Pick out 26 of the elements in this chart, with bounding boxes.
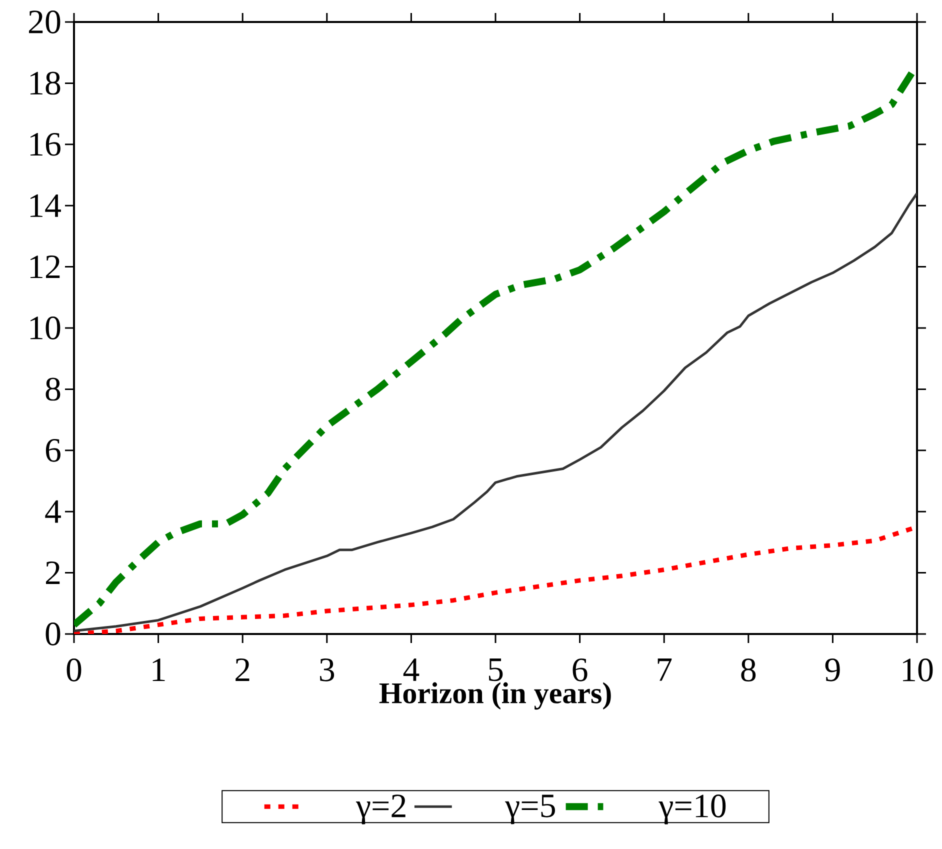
x-tick-label: 4 <box>403 658 420 681</box>
y-tick-label: 12 <box>30 256 60 278</box>
y-tick-label: 2 <box>46 562 60 584</box>
x-tick-label: 7 <box>658 658 672 681</box>
y-tick-label: 6 <box>46 438 60 462</box>
x-tick-label: 2 <box>236 658 250 682</box>
legend-label: γ=2 <box>356 794 406 824</box>
x-tick-label: 3 <box>320 658 334 682</box>
x-axis-title: Horizon (in years) <box>379 682 611 710</box>
y-tick-label: 18 <box>30 72 60 95</box>
x-tick-label: 5 <box>488 658 503 682</box>
x-tick-label: 0 <box>66 658 82 682</box>
y-tick-label: 10 <box>30 316 60 340</box>
x-tick-label: 8 <box>741 658 756 682</box>
y-tick-label: 8 <box>46 378 60 401</box>
legend-label: γ=10 <box>658 794 726 824</box>
y-tick-label: 4 <box>45 500 61 523</box>
x-tick-label: 10 <box>902 658 933 682</box>
x-tick-label: 1 <box>152 658 165 681</box>
x-tick-label: 9 <box>825 658 840 682</box>
x-tick-label: 6 <box>572 658 588 682</box>
y-tick-label: 20 <box>28 10 60 34</box>
y-tick-label: 14 <box>30 194 61 217</box>
legend-label: γ=5 <box>505 794 555 824</box>
y-tick-label: 16 <box>30 132 60 156</box>
y-tick-label: 0 <box>46 622 60 646</box>
